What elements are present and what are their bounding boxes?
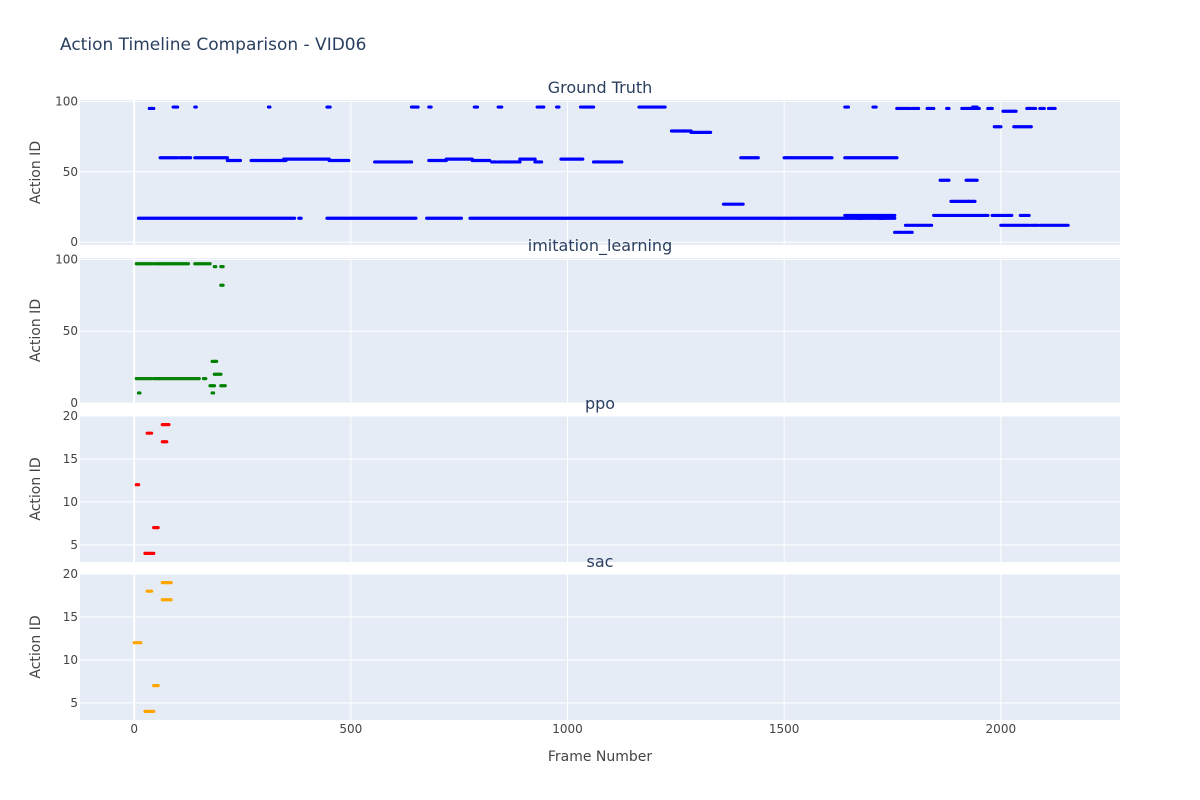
y-tick-label: 100 [55, 94, 78, 108]
y-axis-title: Action ID [28, 615, 44, 678]
x-tick-label: 1500 [769, 722, 800, 736]
x-axis: 0 500 1000 1500 2000 [130, 722, 1016, 736]
series-ppo [134, 422, 171, 556]
subplot-ground-truth: 0 50 100 Ground Truth Action ID [28, 78, 1120, 249]
y-tick-label: 20 [63, 409, 78, 423]
y-tick-label: 100 [55, 252, 78, 266]
y-tick-label: 10 [63, 653, 78, 667]
chart-title: Action Timeline Comparison - VID06 [60, 35, 366, 55]
y-axis-title: Action ID [28, 299, 44, 362]
x-tick-label: 1000 [552, 722, 583, 736]
y-tick-label: 20 [63, 567, 78, 581]
y-tick-label: 0 [70, 235, 78, 249]
y-axis-title: Action ID [28, 457, 44, 520]
subplot-ppo: 5 10 15 20 ppo Action ID [28, 394, 1120, 562]
plot-area [80, 258, 1120, 403]
subplot-title: Ground Truth [548, 78, 653, 97]
x-tick-label: 0 [130, 722, 138, 736]
plot-area [80, 574, 1120, 720]
series-ground-truth [136, 105, 1070, 234]
y-tick-label: 15 [63, 610, 78, 624]
plot-area [80, 416, 1120, 562]
series-sac [132, 580, 173, 714]
subplot-title: sac [587, 552, 614, 571]
subplot-title: imitation_learning [528, 236, 672, 256]
subplot-title: ppo [585, 394, 615, 413]
y-tick-label: 5 [70, 696, 78, 710]
x-tick-label: 2000 [986, 722, 1017, 736]
plot-area [80, 100, 1120, 245]
y-axis-title: Action ID [28, 141, 44, 204]
y-tick-label: 50 [63, 165, 78, 179]
subplot-panels: 0 50 100 Ground Truth Action ID 0 50 100 imitati… [28, 78, 1120, 720]
y-tick-label: 0 [70, 396, 78, 410]
x-tick-label: 500 [339, 722, 362, 736]
series-imitation-learning [134, 262, 227, 395]
x-axis-title: Frame Number [548, 749, 653, 765]
y-tick-label: 10 [63, 495, 78, 509]
subplot-imitation-learning: 0 50 100 imitation_learning Action ID [28, 236, 1120, 410]
y-tick-label: 5 [70, 538, 78, 552]
y-tick-label: 15 [63, 452, 78, 466]
subplot-sac: 5 10 15 20 sac Action ID [28, 552, 1120, 720]
y-tick-label: 50 [63, 324, 78, 338]
